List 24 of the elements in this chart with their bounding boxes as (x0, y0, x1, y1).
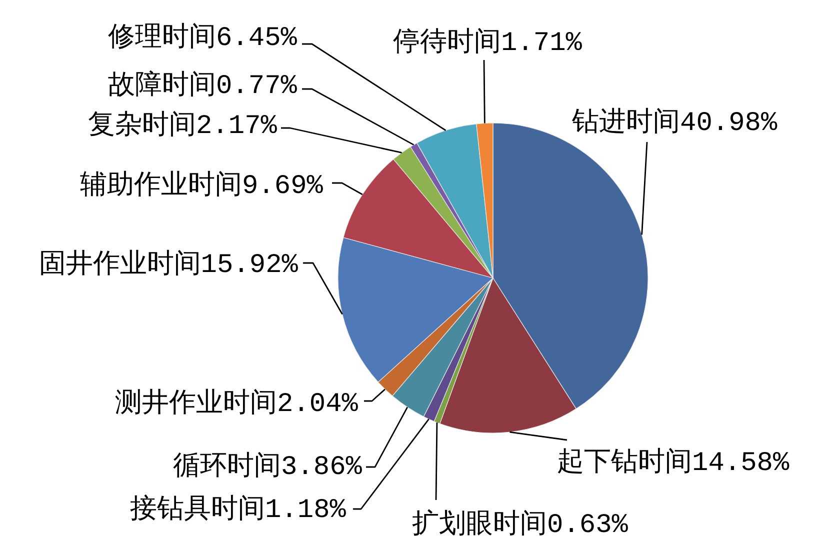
data-label: 1.71% (501, 29, 583, 59)
data-label: 3.86% (280, 453, 363, 483)
slice-label: 复杂时间 (88, 109, 196, 139)
data-label: 0.63% (547, 511, 629, 541)
slice-label: 起下钻时间 (557, 446, 692, 476)
slice-label: 修理时间 (108, 21, 216, 51)
data-label: 14.58% (692, 449, 790, 479)
slice-label: 故障时间 (108, 69, 216, 99)
data-label: 40.98% (680, 109, 778, 139)
slice-label: 测井作业时间 (114, 387, 277, 417)
data-label: 1.18% (264, 496, 347, 526)
data-label: 15.92% (200, 251, 299, 281)
slice-label: 接钻具时间 (130, 493, 265, 523)
slice-label: 辅助作业时间 (80, 169, 242, 199)
data-label: 2.04% (276, 390, 359, 420)
slice-label: 循环时间 (172, 450, 281, 480)
data-label: 0.77% (216, 72, 298, 102)
slice-label: 扩划眼时间 (412, 508, 547, 538)
slice-label: 钻进时间 (571, 106, 680, 136)
data-label: 6.45% (216, 24, 298, 54)
slice-label: 固井作业时间 (38, 248, 201, 278)
data-label: 2.17% (196, 112, 278, 142)
data-label: 9.69% (242, 172, 324, 202)
slice-label: 停待时间 (393, 26, 501, 56)
